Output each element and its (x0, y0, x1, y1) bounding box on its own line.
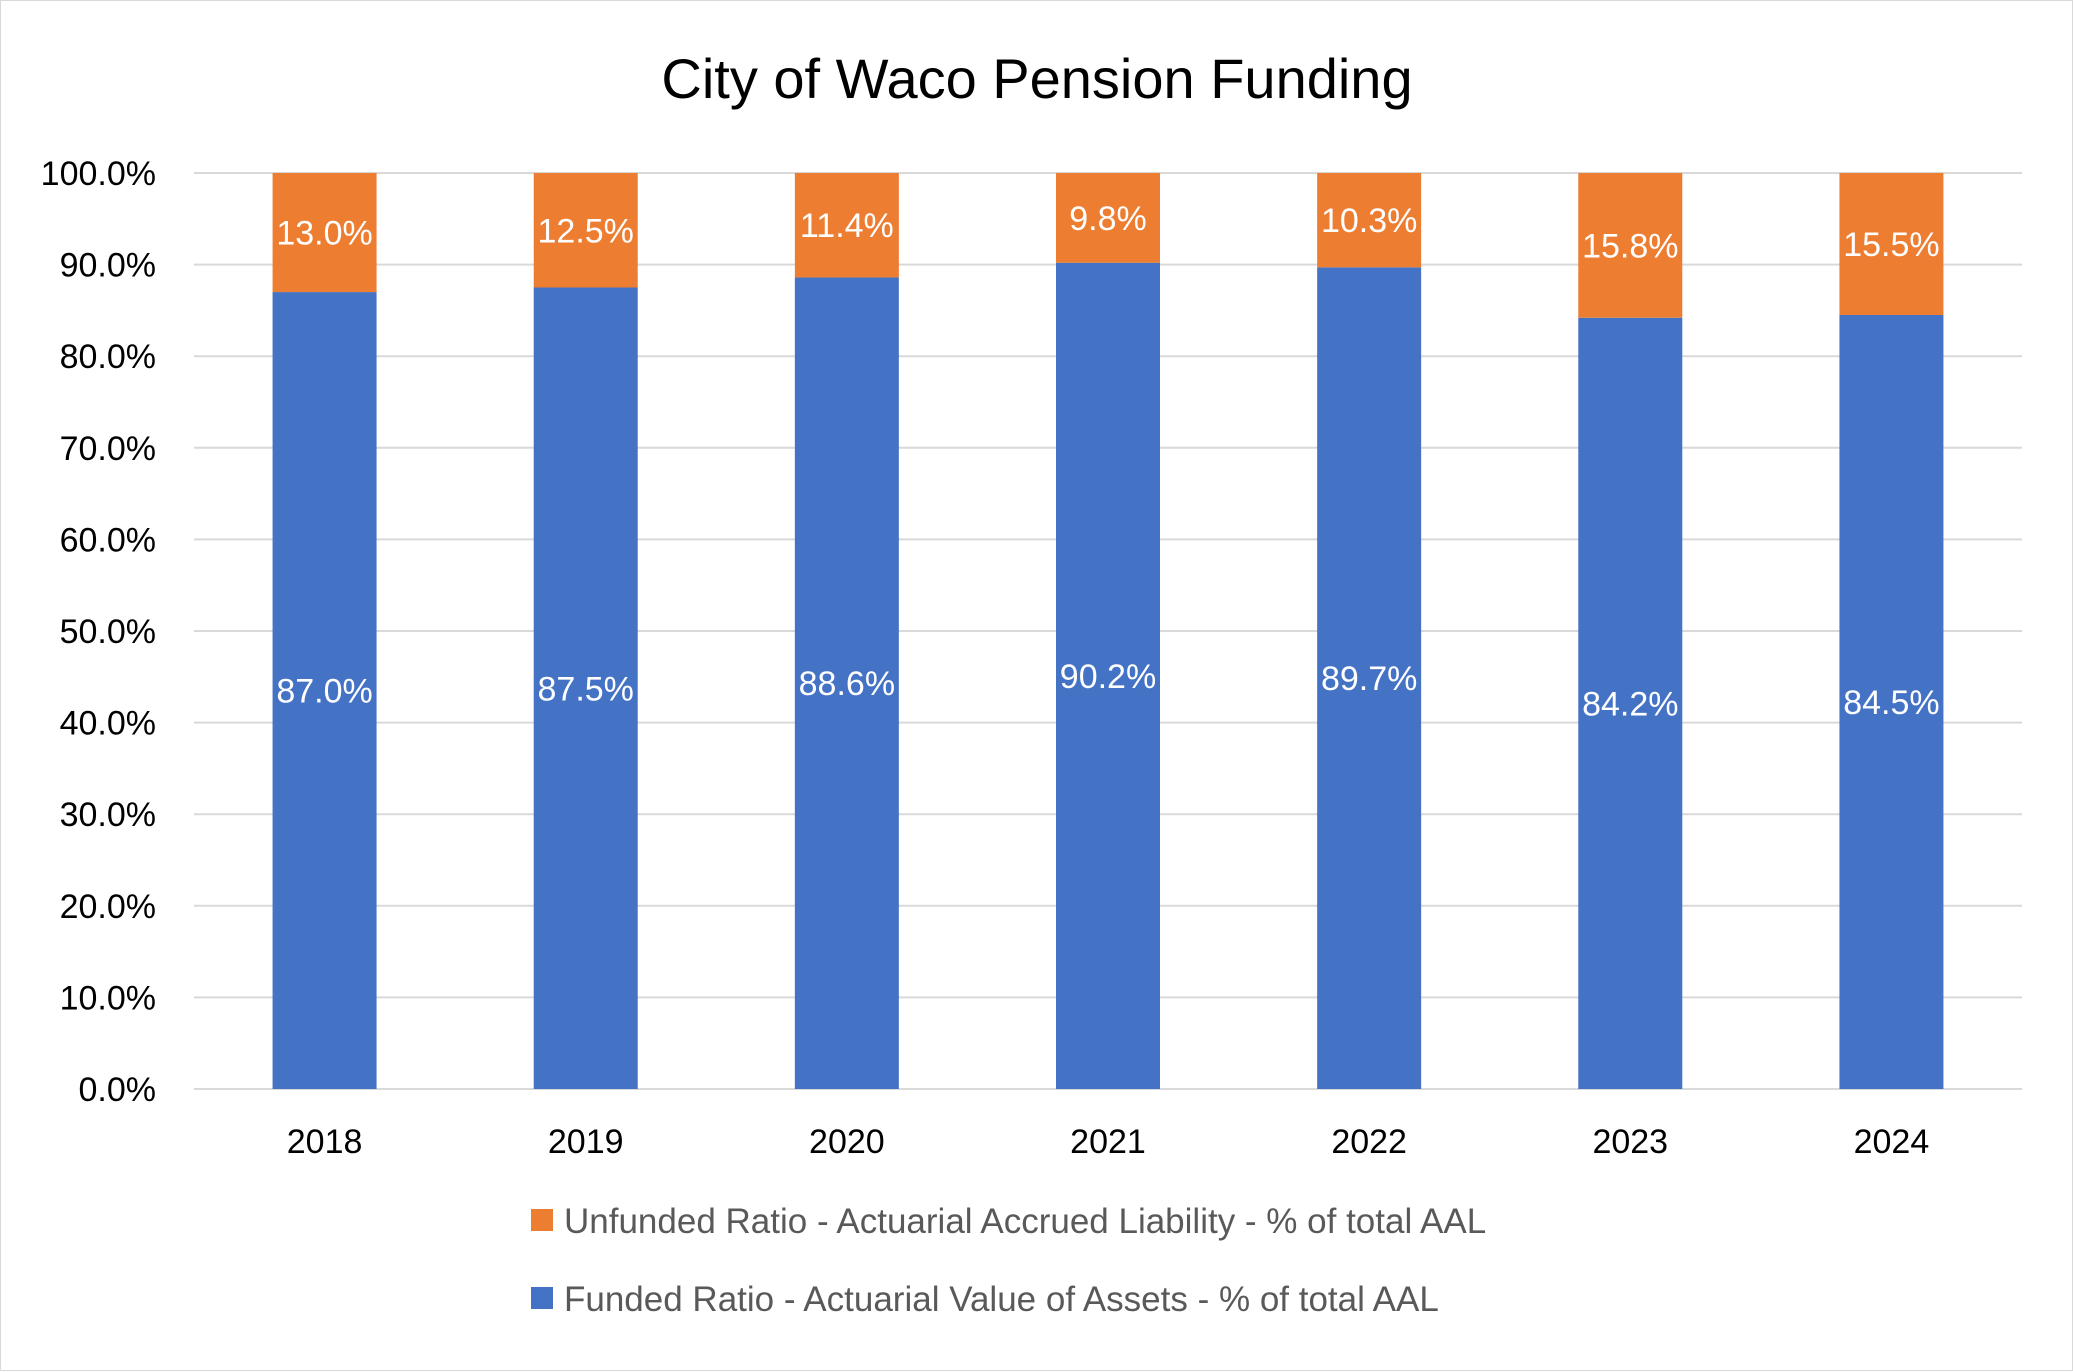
y-tick-label: 50.0% (60, 613, 156, 651)
y-tick-label: 10.0% (60, 979, 156, 1017)
funded-bar-2020 (794, 277, 899, 1089)
chart-title: City of Waco Pension Funding (661, 47, 1412, 110)
funded-data-label-2018: 87.0% (276, 673, 372, 711)
y-tick-label: 70.0% (60, 430, 156, 468)
y-tick-label: 40.0% (60, 705, 156, 743)
funded-bar-2018 (272, 292, 377, 1090)
funded-bar-2022 (1317, 267, 1422, 1089)
y-tick-label: 30.0% (60, 796, 156, 834)
unfunded-data-label-2018: 13.0% (276, 215, 372, 253)
y-tick-label: 0.0% (79, 1071, 157, 1109)
unfunded-bar-2022 (1317, 173, 1422, 268)
legend-swatch (531, 1209, 553, 1231)
x-tick-label-2019: 2019 (548, 1123, 624, 1161)
y-axis-ticks: 0.0% 10.0% 20.0% 30.0% 40.0% 50.0% 60.0% 70.0% 8… (41, 155, 156, 1109)
legend-swatch (531, 1287, 553, 1309)
x-tick-label-2020: 2020 (809, 1123, 885, 1161)
funded-bar-2021 (1056, 262, 1160, 1089)
funded-bar-2019 (533, 287, 638, 1089)
unfunded-data-label-2020: 11.4% (800, 207, 894, 245)
unfunded-bar-2021 (1056, 173, 1160, 263)
unfunded-bar-2018 (272, 173, 377, 293)
unfunded-data-label-2021: 9.8% (1069, 200, 1147, 238)
funded-bar-2024 (1839, 314, 1944, 1090)
funded-data-label-2019: 87.5% (538, 670, 634, 708)
y-tick-label: 20.0% (60, 888, 156, 926)
legend-label: Unfunded Ratio - Actuarial Accrued Liabi… (564, 1202, 1486, 1241)
x-axis-ticks: 2018 2019 2020 2021 2022 2023 2024 (287, 1123, 1929, 1161)
unfunded-bar-2023 (1578, 173, 1683, 318)
unfunded-bar-2020 (794, 173, 899, 278)
unfunded-data-label-2024: 15.5% (1843, 226, 1939, 264)
unfunded-bar-2019 (533, 173, 638, 288)
funded-data-label-2022: 89.7% (1321, 660, 1417, 698)
unfunded-data-label-2019: 12.5% (538, 212, 634, 250)
x-tick-label-2024: 2024 (1854, 1123, 1930, 1161)
funded-data-label-2020: 88.6% (799, 665, 895, 703)
y-tick-label: 80.0% (60, 338, 156, 376)
x-tick-label-2022: 2022 (1331, 1123, 1407, 1161)
x-tick-label-2023: 2023 (1592, 1123, 1668, 1161)
funded-data-label-2023: 84.2% (1582, 685, 1678, 723)
funded-bar-2023 (1578, 317, 1683, 1089)
unfunded-bar-2024 (1839, 173, 1944, 315)
legend: Unfunded Ratio - Actuarial Accrued Liabi… (531, 1202, 1486, 1319)
bars: 87.0% 13.0% 87.5% 12.5% 88.6% 11.4% 90.2% 9.8% 8… (272, 173, 1944, 1090)
x-tick-label-2018: 2018 (287, 1123, 363, 1161)
unfunded-data-label-2023: 15.8% (1582, 227, 1678, 265)
y-tick-label: 100.0% (41, 155, 156, 193)
x-tick-label-2021: 2021 (1070, 1123, 1146, 1161)
legend-label: Funded Ratio - Actuarial Value of Assets… (564, 1280, 1439, 1319)
y-tick-label: 90.0% (60, 247, 156, 285)
unfunded-data-label-2022: 10.3% (1321, 202, 1417, 240)
funded-data-label-2021: 90.2% (1060, 658, 1156, 696)
y-tick-label: 60.0% (60, 521, 156, 559)
funded-data-label-2024: 84.5% (1843, 684, 1939, 722)
